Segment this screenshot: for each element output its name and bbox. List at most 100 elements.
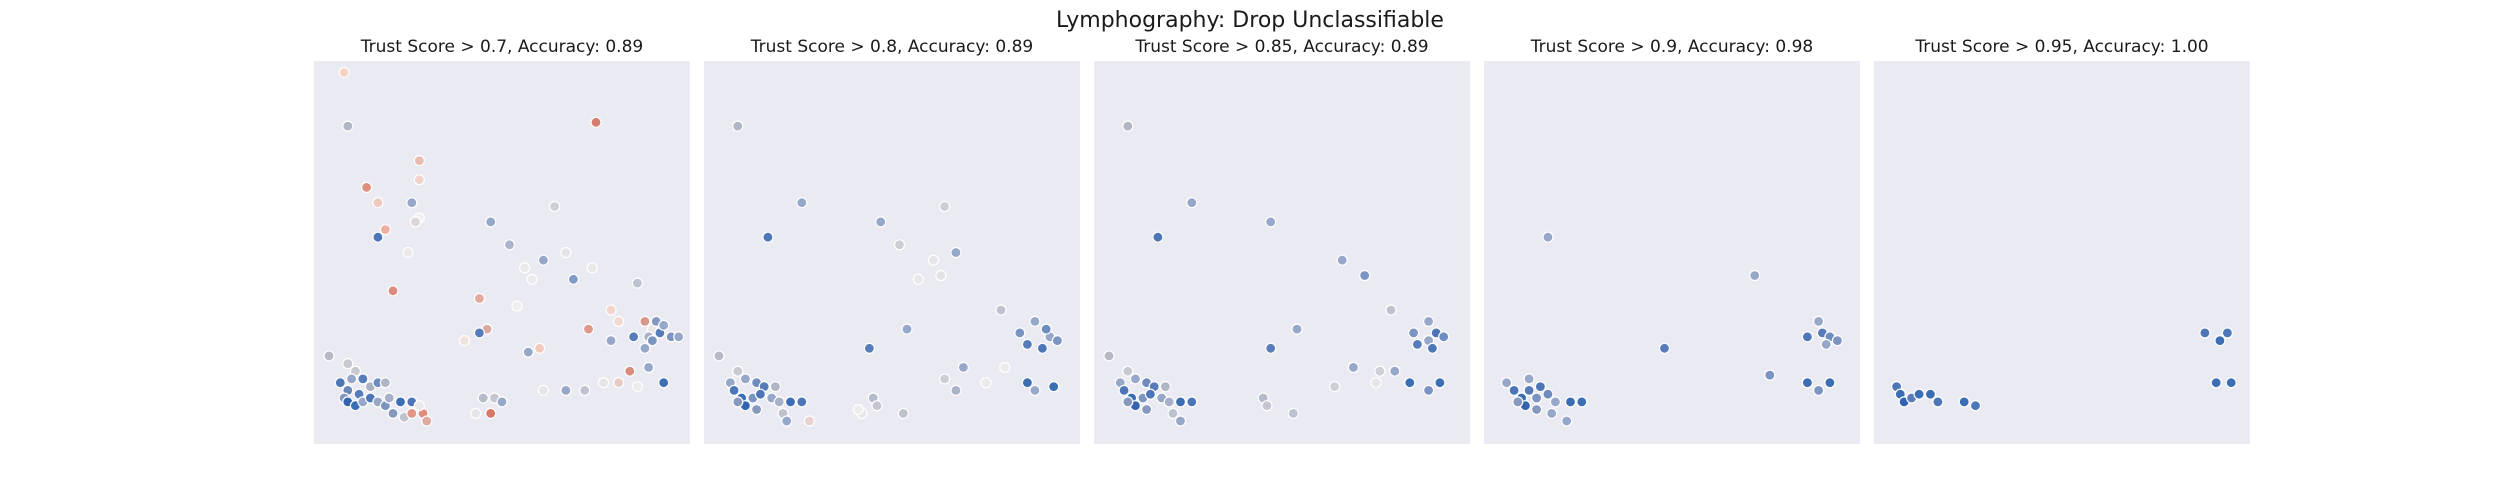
scatter-point xyxy=(470,407,482,419)
scatter-point xyxy=(394,396,407,408)
scatter-point xyxy=(995,304,1007,316)
scatter-point xyxy=(1144,388,1157,400)
plot-area xyxy=(1484,61,1860,444)
scatter-point xyxy=(1820,338,1832,350)
figure-title: Lymphography: Drop Unclassifiable xyxy=(1056,8,1444,33)
scatter-point xyxy=(938,373,951,385)
scatter-point xyxy=(473,292,485,305)
scatter-point xyxy=(357,373,369,385)
scatter-point xyxy=(372,197,384,209)
scatter-point xyxy=(1029,384,1041,396)
scatter-point xyxy=(1051,335,1064,347)
scatter-point xyxy=(548,200,561,213)
scatter-point xyxy=(402,246,414,259)
scatter-point xyxy=(796,197,808,209)
scatter-point xyxy=(361,181,373,193)
scatter-point xyxy=(406,197,418,209)
scatter-point xyxy=(627,331,640,343)
scatter-point xyxy=(646,335,659,347)
scatter-point xyxy=(938,200,951,213)
scatter-point xyxy=(754,388,767,400)
scatter-point xyxy=(413,155,425,167)
scatter-point xyxy=(1576,396,1588,408)
scatter-point xyxy=(1021,338,1034,350)
scatter-point xyxy=(803,415,815,427)
scatter-point xyxy=(334,377,346,389)
scatter-point xyxy=(597,377,610,389)
scatter-point xyxy=(1812,315,1825,327)
scatter-point xyxy=(1029,315,1041,327)
scatter-point xyxy=(2214,335,2226,347)
scatter-point xyxy=(473,327,485,339)
scatter-point xyxy=(503,239,516,251)
scatter-point xyxy=(1924,388,1937,400)
scatter-point xyxy=(2210,377,2222,389)
scatter-point xyxy=(1564,396,1577,408)
scatter-point xyxy=(728,384,740,396)
scatter-point xyxy=(511,300,523,312)
scatter-point xyxy=(1118,384,1130,396)
scatter-point xyxy=(383,392,395,404)
scatter-point xyxy=(1159,381,1172,393)
plot-area xyxy=(704,61,1080,444)
scatter-point xyxy=(387,285,399,297)
scatter-point xyxy=(526,273,538,285)
scatter-point xyxy=(1122,396,1134,408)
scatter-point xyxy=(342,358,354,370)
scatter-point xyxy=(1434,377,1446,389)
scatter-point xyxy=(2199,327,2211,339)
scatter-point xyxy=(1958,396,1970,408)
scatter-point xyxy=(1404,377,1416,389)
scatter-point xyxy=(567,273,580,285)
scatter-point xyxy=(323,350,335,362)
scatter-point xyxy=(935,269,947,282)
scatter-panel-4: Trust Score > 0.9, Accuracy: 0.98 xyxy=(1484,37,1860,444)
panel-title: Trust Score > 0.9, Accuracy: 0.98 xyxy=(1530,37,1813,57)
scatter-point xyxy=(1530,403,1543,416)
plot-area xyxy=(1874,61,2250,444)
scatter-point xyxy=(1411,338,1424,350)
scatter-point xyxy=(642,361,655,373)
scatter-point xyxy=(769,381,782,393)
scatter-point xyxy=(732,396,744,408)
scatter-point xyxy=(1523,384,1535,396)
scatter-point xyxy=(1014,327,1026,339)
scatter-point xyxy=(533,342,546,354)
panels: Trust Score > 0.7, Accuracy: 0.89 Trust S… xyxy=(314,37,2250,444)
scatter-point xyxy=(342,120,354,132)
scatter-point xyxy=(379,223,391,236)
scatter-point xyxy=(458,335,470,347)
scatter-point xyxy=(1658,342,1671,354)
scatter-point xyxy=(1167,407,1179,419)
scatter-point xyxy=(1347,361,1360,373)
scatter-point xyxy=(1122,365,1134,377)
scatter-point xyxy=(1422,384,1435,396)
scatter-point xyxy=(1291,323,1303,335)
scatter-point xyxy=(338,66,350,79)
scatter-point xyxy=(1152,231,1164,243)
scatter-point xyxy=(1801,377,1814,389)
scatter-point xyxy=(1801,331,1814,343)
scatter-point xyxy=(1407,327,1420,339)
scatter-point xyxy=(1549,396,1562,408)
scatter-panel-1: Trust Score > 0.7, Accuracy: 0.89 xyxy=(314,37,690,444)
scatter-point xyxy=(605,304,617,316)
scatter-point xyxy=(852,403,864,416)
scatter-point xyxy=(957,361,970,373)
scatter-point xyxy=(732,365,744,377)
scatter-point xyxy=(1561,415,1573,427)
scatter-point xyxy=(897,407,909,419)
scatter-point xyxy=(1129,373,1142,385)
panel-title: Trust Score > 0.95, Accuracy: 1.00 xyxy=(1914,37,2208,57)
scatter-point xyxy=(1336,254,1348,266)
scatter-point xyxy=(1824,377,1836,389)
scatter-point xyxy=(750,403,763,416)
scatter-point xyxy=(1812,384,1825,396)
scatter-point xyxy=(658,377,670,389)
scatter-point xyxy=(1385,304,1397,316)
panel-title: Trust Score > 0.85, Accuracy: 0.89 xyxy=(1134,37,1428,57)
scatter-point xyxy=(1913,388,1925,400)
scatter-point xyxy=(1048,381,1060,393)
scatter-point xyxy=(658,319,670,331)
